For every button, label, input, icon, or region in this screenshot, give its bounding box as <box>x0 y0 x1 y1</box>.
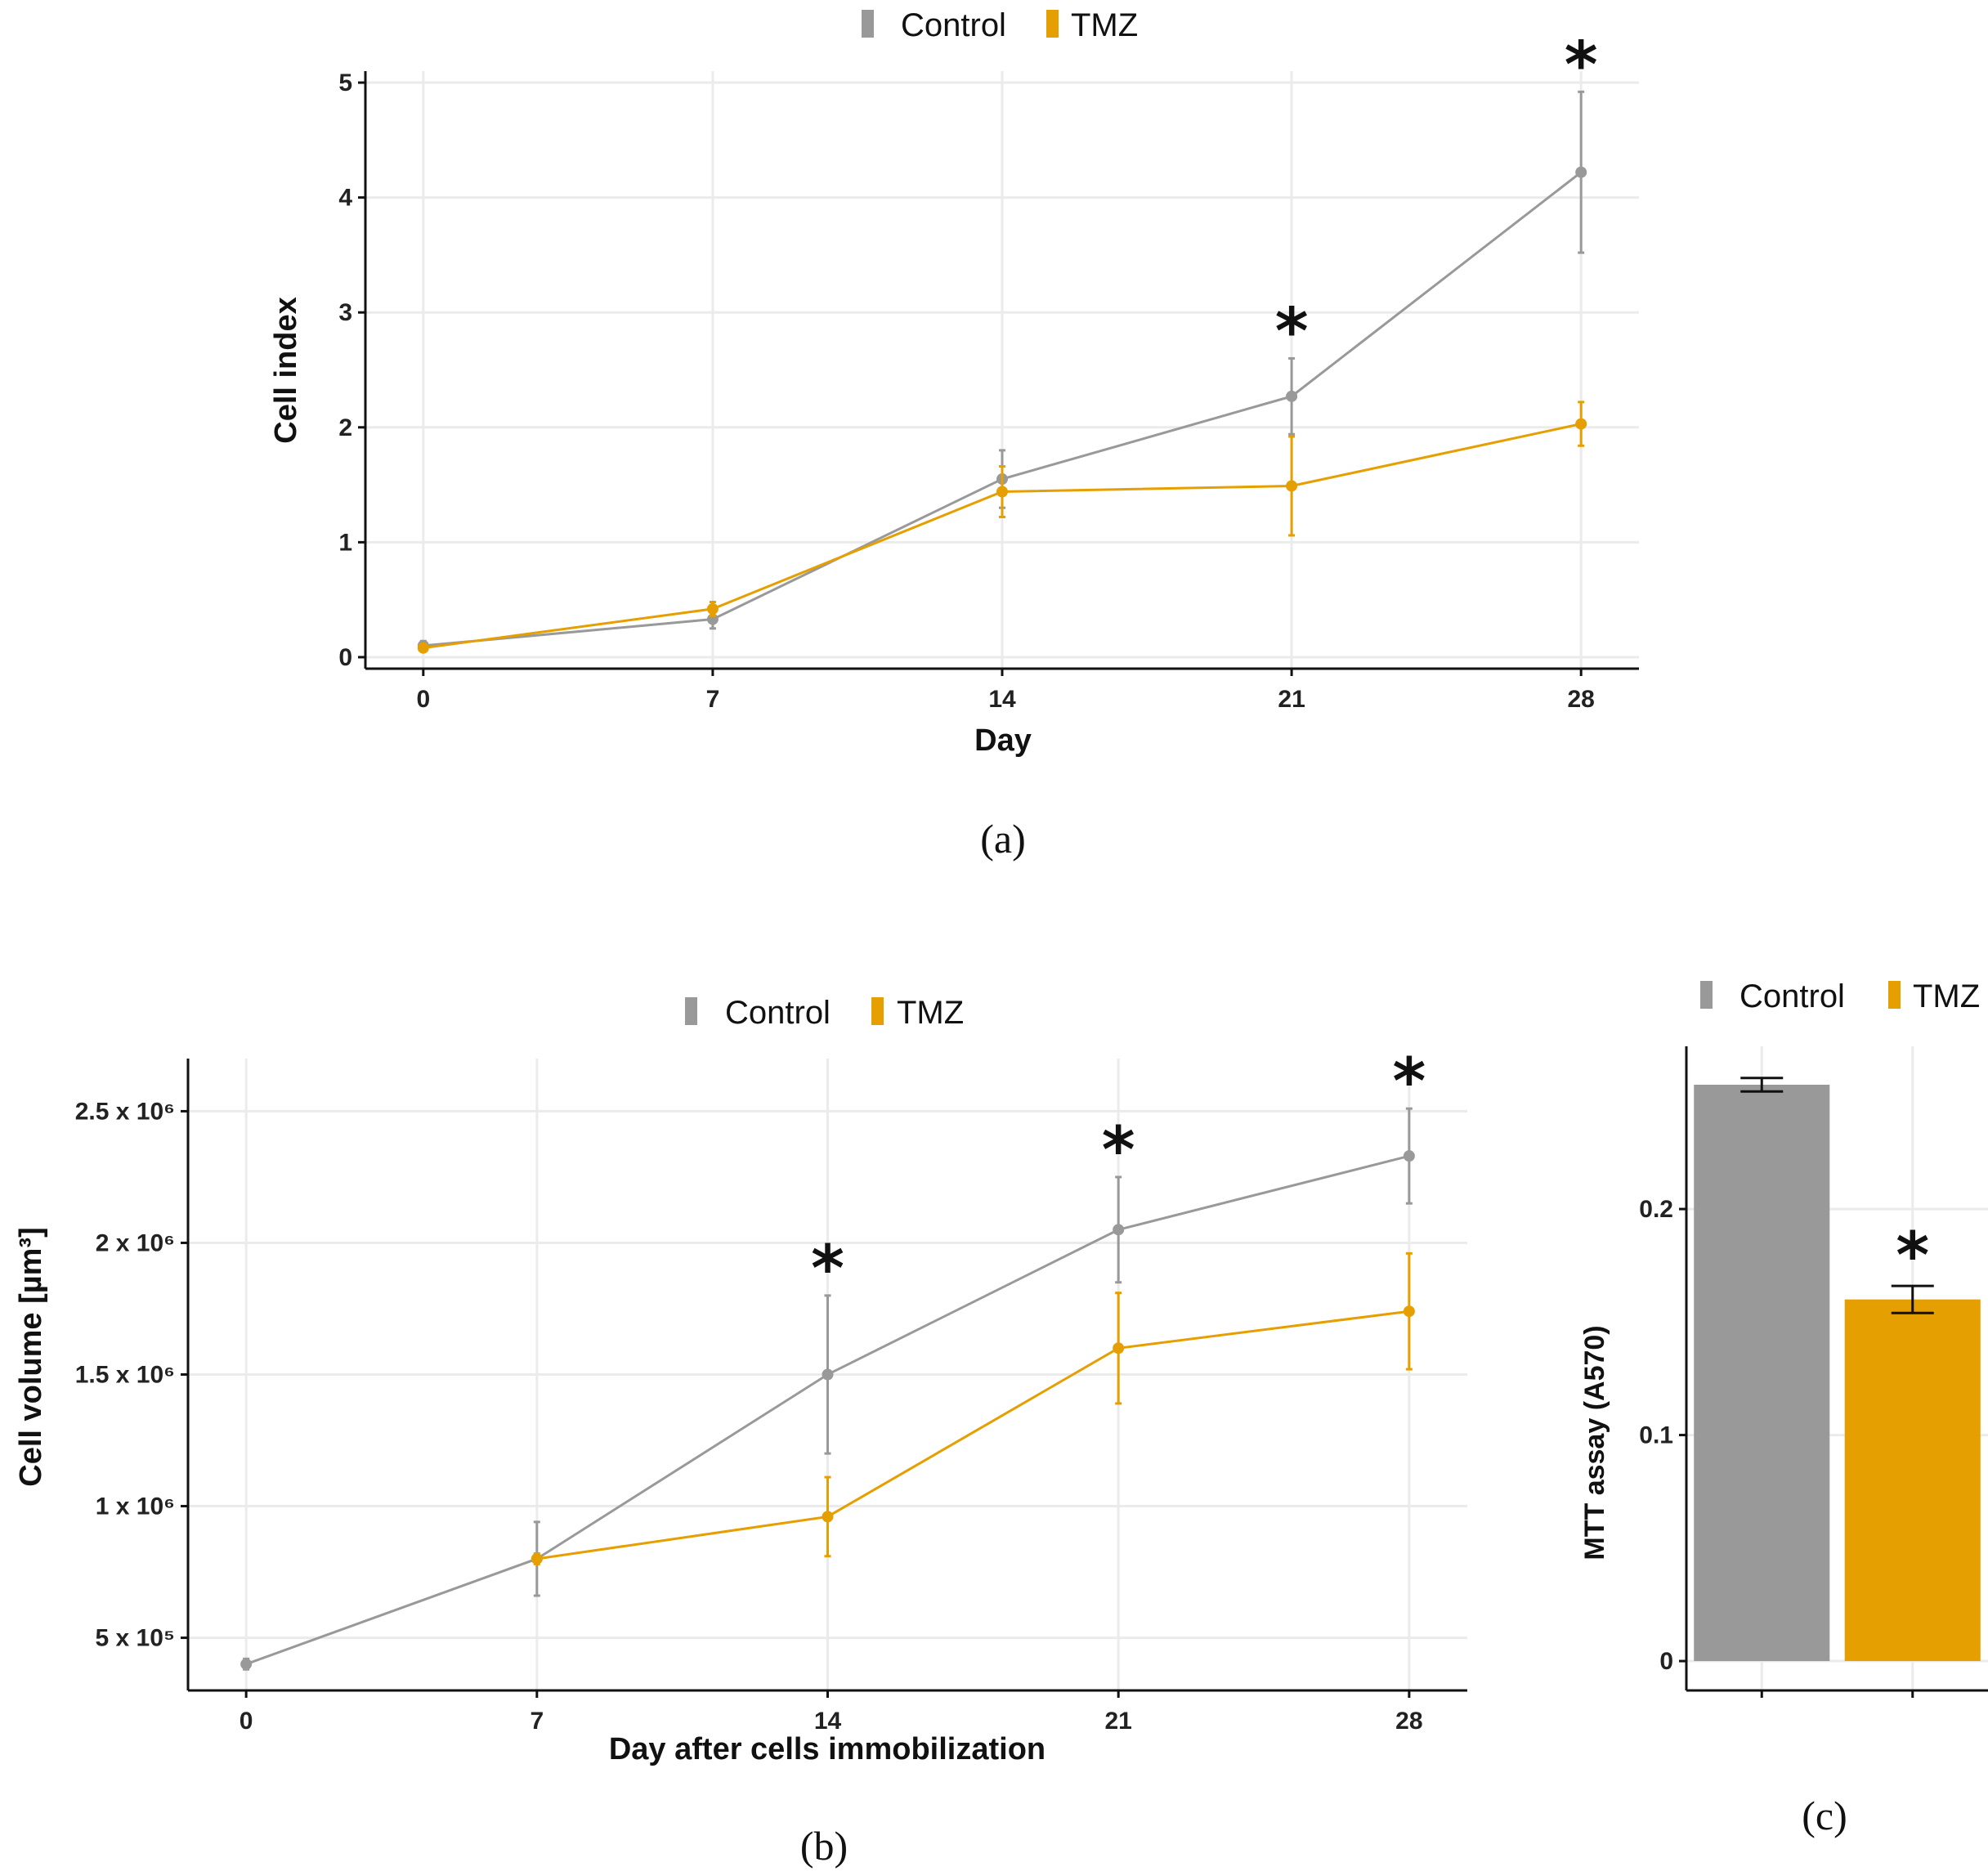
panel-a-series <box>417 90 1587 654</box>
y-tick-label: 1.5 x 10⁶ <box>75 1362 175 1389</box>
panel-b-x-axis-title: Day after cells immobilization <box>609 1732 1045 1766</box>
panel-a-significance-marks: ** <box>1275 29 1598 369</box>
panel-c-label: (c) <box>1802 1793 1847 1838</box>
panel-a-x-axis-title: Day <box>974 723 1032 758</box>
legend-swatch-tmz <box>1888 981 1901 1009</box>
y-tick-label: 2 x 10⁶ <box>96 1229 175 1256</box>
x-tick-label: 14 <box>988 686 1016 713</box>
x-tick-label: 28 <box>1395 1708 1422 1735</box>
y-tick-label: 0 <box>338 644 352 671</box>
data-point-control <box>1403 1150 1415 1162</box>
series-line-tmz <box>536 1310 1410 1560</box>
legend-label-control: Control <box>901 7 1006 43</box>
x-tick-label: 14 <box>814 1708 842 1735</box>
data-point-tmz <box>706 602 719 615</box>
significance-asterisk: * <box>1896 1220 1929 1293</box>
y-tick-label: 3 <box>338 299 352 326</box>
panel-a-gridlines <box>365 71 1639 669</box>
panel-a-y-axis-title: Cell index <box>269 297 303 444</box>
bar-tmz <box>1844 1299 1981 1662</box>
panel-b-series <box>240 1107 1415 1671</box>
y-tick-label: 2.5 x 10⁶ <box>75 1098 175 1125</box>
x-tick-label: 0 <box>416 686 430 713</box>
data-point-control <box>1575 166 1587 178</box>
data-point-tmz <box>1286 480 1298 492</box>
data-point-tmz <box>417 642 429 654</box>
legend-label-control: Control <box>725 995 831 1031</box>
y-tick-label: 2 <box>338 414 352 441</box>
panel-a-label: (a) <box>980 816 1026 862</box>
panel-b-tick-labels: 5 x 10⁵ 1 x 10⁶ 1.5 x 10⁶ 2 x 10⁶ 2.5 x 10⁶ 0… <box>75 1098 1423 1735</box>
legend-label-tmz: TMZ <box>1913 978 1980 1014</box>
legend-swatch-control <box>862 10 874 38</box>
data-point-tmz <box>531 1552 543 1565</box>
panel-c-significance-marks: * <box>1896 1220 1929 1293</box>
panel-b-y-axis-title: Cell volume [µm³] <box>14 1227 48 1487</box>
legend-label-tmz: TMZ <box>897 995 964 1031</box>
y-tick-label: 1 <box>338 529 352 556</box>
panel-c-legend: Control TMZ <box>1700 978 1980 1014</box>
y-tick-label: 1 x 10⁶ <box>96 1493 175 1520</box>
panel-a-legend: Control TMZ <box>862 7 1138 43</box>
legend-swatch-tmz <box>871 997 884 1025</box>
legend-label-tmz: TMZ <box>1071 7 1138 43</box>
significance-asterisk: * <box>1392 1045 1426 1119</box>
legend-swatch-control <box>1700 981 1713 1009</box>
legend-label-control: Control <box>1740 978 1845 1014</box>
x-tick-label: 28 <box>1567 686 1594 713</box>
data-point-control <box>822 1368 834 1381</box>
panel-c-tick-labels: 0 0.1 0.2 <box>1639 1196 1673 1675</box>
panel-b-cell-volume-chart: 5 x 10⁵ 1 x 10⁶ 1.5 x 10⁶ 2 x 10⁶ 2.5 x 10⁶ 0… <box>14 995 1467 1869</box>
y-tick-label: 4 <box>338 185 352 212</box>
data-point-tmz <box>1403 1305 1415 1318</box>
panel-b-significance-marks: * * * <box>811 1045 1426 1306</box>
panel-b-axes <box>181 1059 1467 1698</box>
significance-asterisk: * <box>1102 1114 1135 1188</box>
significance-asterisk: * <box>1565 29 1598 102</box>
y-tick-label: 0.1 <box>1639 1422 1673 1449</box>
panel-c-y-axis-title: MTT assay (A570) <box>1579 1325 1610 1560</box>
y-tick-label: 5 <box>338 69 352 96</box>
y-tick-label: 0.2 <box>1639 1196 1673 1223</box>
panel-b-legend: Control TMZ <box>685 995 964 1031</box>
y-tick-label: 5 x 10⁵ <box>96 1625 176 1652</box>
y-tick-label: 0 <box>1659 1648 1673 1675</box>
x-tick-label: 7 <box>706 686 720 713</box>
x-tick-label: 21 <box>1278 686 1305 713</box>
significance-asterisk: * <box>1275 295 1309 369</box>
data-point-control <box>1286 390 1298 402</box>
data-point-control <box>1113 1224 1125 1236</box>
panel-a-tick-labels: 0 1 2 3 4 5 0 7 14 21 28 <box>338 69 1595 713</box>
panel-a-axes <box>358 71 1639 676</box>
data-point-control <box>240 1658 253 1670</box>
legend-swatch-tmz <box>1046 10 1059 38</box>
significance-asterisk: * <box>811 1233 844 1306</box>
x-tick-label: 21 <box>1104 1708 1131 1735</box>
panel-b-y-axis-title-text: Cell volume [µm³] <box>14 1227 48 1487</box>
legend-swatch-control <box>685 997 697 1025</box>
data-point-tmz <box>822 1511 834 1523</box>
panel-b-label: (b) <box>800 1823 848 1869</box>
bar-control <box>1694 1085 1830 1662</box>
panel-c-bars <box>1694 1077 1981 1662</box>
x-tick-label: 0 <box>240 1708 253 1735</box>
data-point-tmz <box>1575 418 1587 430</box>
panel-c-axes <box>1679 1046 1988 1698</box>
panel-c-mtt-bar-chart: 0 0.1 0.2 * Control TMZ MTT assay (A570) (… <box>1579 978 1988 1838</box>
data-point-tmz <box>996 486 1008 498</box>
data-point-tmz <box>1113 1342 1125 1354</box>
x-tick-label: 7 <box>530 1708 544 1735</box>
